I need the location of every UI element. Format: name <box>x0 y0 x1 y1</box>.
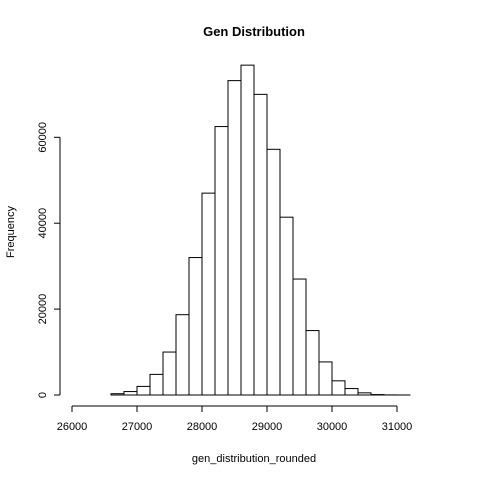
x-axis-label: gen_distribution_rounded <box>192 453 316 465</box>
histogram-bar <box>319 362 332 395</box>
y-tick-label: 60000 <box>37 122 49 153</box>
histogram-bar <box>267 149 280 395</box>
y-tick-label: 0 <box>37 392 49 398</box>
histogram-bar <box>111 394 124 395</box>
x-tick-label: 26000 <box>57 421 88 433</box>
histogram-bar <box>345 389 358 395</box>
histogram-bar <box>137 386 150 395</box>
x-tick-label: 29000 <box>252 421 283 433</box>
histogram-bar <box>254 94 267 395</box>
histogram-bar <box>228 81 241 395</box>
histogram-bar <box>280 217 293 395</box>
histogram-bar <box>124 392 137 395</box>
histogram-bar <box>306 331 319 395</box>
x-tick-label: 28000 <box>187 421 218 433</box>
x-tick-label: 31000 <box>382 421 413 433</box>
y-tick-label: 20000 <box>37 294 49 325</box>
histogram-bar <box>332 381 345 395</box>
x-tick-label: 30000 <box>317 421 348 433</box>
histogram-bar <box>293 279 306 395</box>
histogram-bar <box>202 193 215 395</box>
histogram-bar <box>150 374 163 395</box>
histogram-bar <box>241 65 254 395</box>
y-axis-label: Frequency <box>5 206 17 258</box>
chart-title: Gen Distribution <box>203 24 305 39</box>
histogram-bar <box>189 258 202 395</box>
x-tick-label: 27000 <box>122 421 153 433</box>
y-tick-label: 40000 <box>37 208 49 239</box>
histogram-bar <box>176 315 189 395</box>
histogram-bar <box>163 352 176 395</box>
histogram-bar <box>215 127 228 395</box>
histogram-bar <box>358 393 371 395</box>
